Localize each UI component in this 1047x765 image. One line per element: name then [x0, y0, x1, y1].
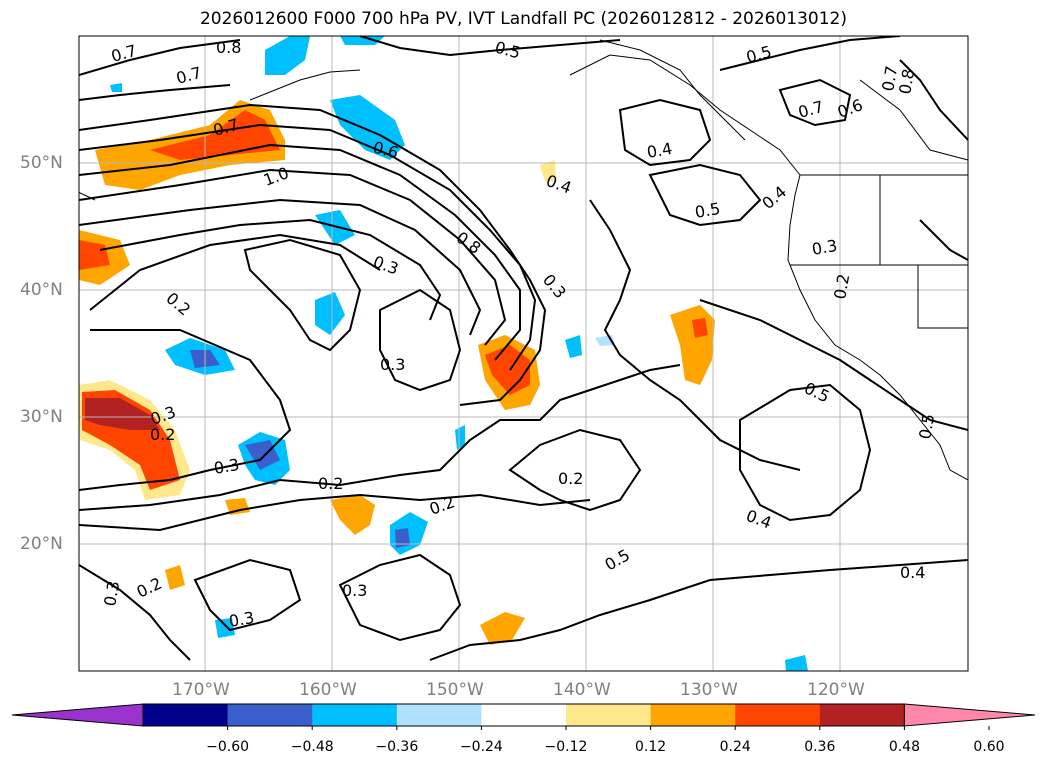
colorbar-tick-label: −0.36	[375, 739, 418, 755]
contour-label: 0.3	[100, 579, 123, 607]
lon-label-170w: 170°W	[172, 680, 230, 700]
contour-label: 0.4	[544, 171, 574, 198]
contour-label: 0.2	[830, 272, 853, 300]
negative-shading	[110, 36, 808, 671]
colorbar-segment	[312, 704, 398, 726]
lon-label-130w: 130°W	[680, 680, 738, 700]
contour-label: 0.7	[878, 64, 901, 92]
colorbar-extend-max	[903, 703, 1036, 727]
lat-label-30n: 30°N	[20, 407, 63, 427]
lon-label-150w: 150°W	[426, 680, 484, 700]
contour-label: 0.3	[539, 270, 570, 302]
contour-label: 0.6	[835, 95, 865, 122]
contour-label: 0.3	[810, 236, 838, 259]
contour-label: 0.5	[493, 38, 523, 63]
lat-label-50n: 50°N	[20, 153, 63, 173]
colorbar-outline	[142, 703, 905, 727]
colorbar-extend-min	[11, 703, 144, 727]
colorbar-tick-label: −0.12	[545, 739, 588, 755]
contour-labels: 0.7 0.80.70.71.00.50.60.40.80.30.20.30.30…	[100, 38, 938, 631]
contour-label: 0.8	[895, 67, 918, 95]
contour-label: 0.2	[427, 492, 457, 519]
contour-label: 0.3	[212, 455, 240, 478]
colorbar-tick-label: 0.48	[889, 739, 920, 755]
contour-label: 0.5	[693, 199, 721, 222]
contour-label: 0.5	[744, 42, 774, 67]
colorbar-segment	[819, 704, 905, 726]
contour-label: 0.8	[453, 228, 485, 258]
lon-label-160w: 160°W	[299, 680, 357, 700]
contour-label: 0.2	[150, 425, 175, 444]
colorbar-segment	[650, 704, 736, 726]
colorbar: −0.60 −0.48 −0.36 −0.24 −0.12 0.12 0.24 0.36 0.4…	[11, 703, 1036, 755]
contour-label: 0.3	[380, 355, 405, 374]
colorbar-segment	[227, 704, 313, 726]
contour-label: 0.7	[174, 63, 204, 88]
contour-label: 0.2	[134, 574, 165, 602]
map-content	[79, 36, 968, 671]
contour-label: 0.4	[900, 563, 925, 582]
colorbar-tick-label: 0.60	[973, 739, 1004, 755]
lat-label-40n: 40°N	[20, 280, 63, 300]
contour-label: 0.8	[216, 38, 241, 57]
contour-label: 0.2	[558, 469, 583, 488]
colorbar-segment	[566, 704, 652, 726]
contour-label: 0.2	[318, 474, 343, 493]
map-title: 2026012600 F000 700 hPa PV, IVT Landfall…	[199, 9, 847, 29]
colorbar-tick-label: −0.24	[460, 739, 503, 755]
lon-label-140w: 140°W	[553, 680, 611, 700]
colorbar-tick-label: 0.36	[804, 739, 835, 755]
contour-label: 0.5	[801, 378, 832, 406]
contour-label: 0.4	[758, 182, 790, 213]
contour-label: 0.5	[915, 412, 938, 440]
colorbar-tick-label: −0.48	[291, 739, 334, 755]
coastlines	[79, 39, 968, 481]
contour-label: 1.0	[261, 163, 291, 190]
contour-label: 0.7	[796, 97, 826, 122]
colorbar-tick-label: −0.60	[206, 739, 249, 755]
lat-label-20n: 20°N	[20, 534, 63, 554]
colorbar-segment	[143, 704, 229, 726]
graticule	[79, 36, 968, 671]
contour-label: 0.5	[602, 545, 634, 574]
colorbar-segment	[735, 704, 821, 726]
contour-label: 0.3	[342, 581, 367, 600]
colorbar-segment	[481, 704, 567, 726]
colorbar-segment	[396, 704, 482, 726]
pv-contours	[79, 36, 968, 661]
contour-label: 0.3	[371, 252, 401, 279]
contour-label: 0.7	[109, 41, 139, 66]
colorbar-tick-label: 0.12	[635, 739, 666, 755]
contour-label: 0.2	[162, 289, 194, 320]
lon-label-120w: 120°W	[807, 680, 865, 700]
contour-label: 0.4	[645, 139, 673, 162]
contour-label: 0.3	[227, 608, 255, 631]
colorbar-tick-label: 0.24	[720, 739, 751, 755]
map-frame	[78, 35, 969, 672]
